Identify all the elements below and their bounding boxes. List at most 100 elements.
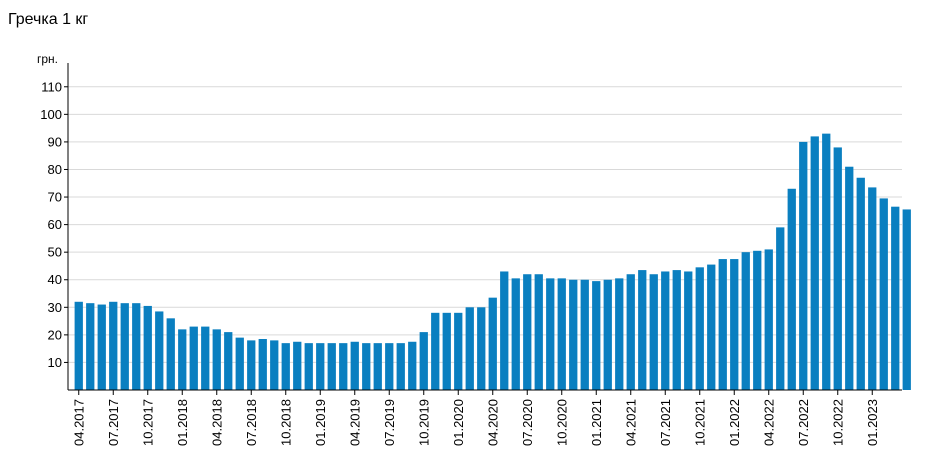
bar (339, 343, 348, 390)
bar (799, 141, 808, 390)
y-tick-label: 60 (48, 217, 62, 232)
bar (86, 303, 95, 390)
bar (132, 303, 141, 390)
bar (718, 259, 727, 390)
bar (500, 271, 509, 390)
x-tick-label: 07.2017 (106, 399, 121, 446)
bar (385, 343, 394, 390)
y-tick-label: 30 (48, 300, 62, 315)
y-tick-label: 70 (48, 190, 62, 205)
x-tick-label: 04.2020 (485, 399, 500, 446)
bar (672, 270, 681, 390)
bar (902, 209, 911, 390)
x-tick-label: 10.2017 (140, 399, 155, 446)
bar (327, 343, 336, 390)
y-tick-label: 10 (48, 355, 62, 370)
bar (638, 270, 647, 390)
bar (235, 337, 244, 390)
bar (707, 264, 716, 390)
bar (741, 252, 750, 390)
bar (488, 297, 497, 390)
bar (247, 340, 256, 390)
bar (97, 304, 106, 390)
bar (258, 339, 267, 390)
y-axis-unit: грн. (37, 52, 58, 66)
bar (362, 343, 371, 390)
y-tick-label: 40 (48, 272, 62, 287)
axes (67, 63, 902, 391)
x-tick-label: 07.2022 (796, 399, 811, 446)
bar (603, 279, 612, 390)
bar (534, 274, 543, 390)
bar (304, 343, 313, 390)
bar (293, 341, 302, 390)
bar (557, 278, 566, 390)
y-tick-label: 80 (48, 162, 62, 177)
bar (178, 329, 187, 390)
bar (442, 312, 451, 390)
x-tick-label: 10.2020 (554, 399, 569, 446)
bar (868, 187, 877, 390)
bar (143, 305, 152, 390)
bar (626, 274, 635, 390)
y-tick-labels: 10 20 30 40 50 60 70 80 90 100 110 (40, 79, 68, 370)
bar (511, 278, 520, 390)
bars (74, 133, 911, 390)
x-tick-label: 10.2021 (692, 399, 707, 446)
bar (649, 274, 658, 390)
bar (776, 227, 785, 390)
bar (166, 318, 175, 390)
bar (155, 311, 164, 390)
bar (201, 326, 210, 390)
bar (454, 312, 463, 390)
y-tick-label: 90 (48, 134, 62, 149)
x-tick-label: 04.2021 (623, 399, 638, 446)
bar (465, 307, 474, 390)
bar (764, 249, 773, 390)
bar (523, 274, 532, 390)
bar (316, 343, 325, 390)
bar (592, 281, 601, 390)
bar (891, 206, 900, 390)
x-tick-label: 04.2018 (209, 399, 224, 446)
bar (856, 177, 865, 390)
bar (695, 267, 704, 390)
bar (810, 136, 819, 390)
bar (477, 307, 486, 390)
bar (879, 198, 888, 390)
x-tick-labels: 04.2017 07.2017 10.2017 01.2018 04.2018 07.20… (71, 390, 880, 446)
y-tick-label: 100 (40, 107, 62, 122)
x-tick-label: 04.2017 (71, 399, 86, 446)
x-tick-label: 04.2022 (761, 399, 776, 446)
bar (822, 133, 831, 390)
bar (546, 278, 555, 390)
bar (350, 341, 359, 390)
bar (753, 250, 762, 390)
bar (845, 166, 854, 390)
x-tick-label: 10.2018 (278, 399, 293, 446)
bar (615, 278, 624, 390)
bar (270, 340, 279, 390)
bar (120, 303, 129, 390)
x-tick-label: 07.2019 (382, 399, 397, 446)
y-tick-label: 50 (48, 245, 62, 260)
bar (833, 147, 842, 390)
y-tick-label: 20 (48, 327, 62, 342)
bar (396, 343, 405, 390)
x-tick-label: 07.2021 (658, 399, 673, 446)
bar (787, 188, 796, 390)
x-tick-label: 01.2019 (313, 399, 328, 446)
bar (408, 341, 417, 390)
x-tick-label: 10.2019 (416, 399, 431, 446)
x-tick-label: 07.2018 (244, 399, 259, 446)
x-tick-label: 01.2021 (589, 399, 604, 446)
bar (189, 326, 198, 390)
bar (109, 301, 118, 390)
bar (373, 343, 382, 390)
bar (661, 271, 670, 390)
x-tick-label: 07.2020 (520, 399, 535, 446)
bar (224, 332, 233, 390)
x-tick-label: 01.2018 (175, 399, 190, 446)
bar (580, 279, 589, 390)
